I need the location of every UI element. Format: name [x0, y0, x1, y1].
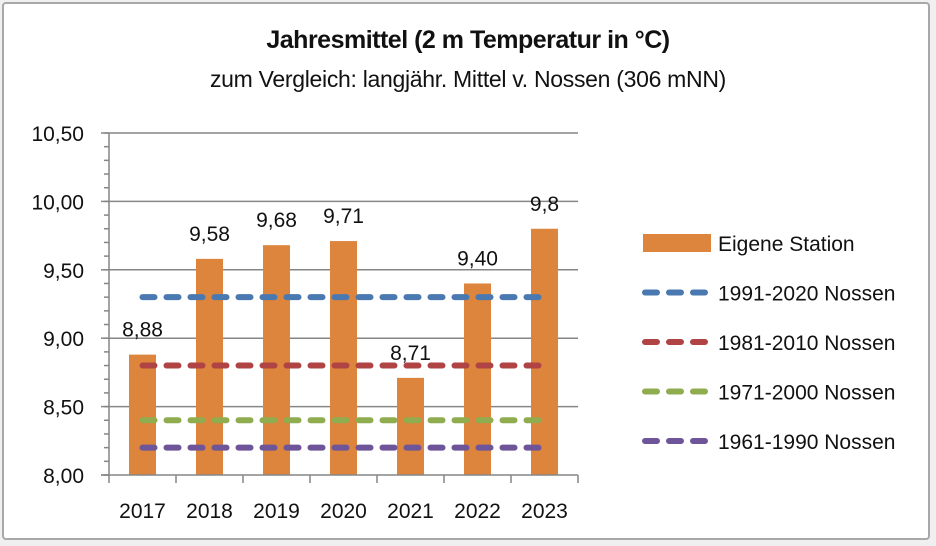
data-label: 9,58 — [189, 223, 230, 246]
legend-label: 1991-2020 Nossen — [718, 283, 895, 306]
legend-label: Eigene Station — [718, 233, 855, 256]
x-tick-label: 2020 — [320, 500, 367, 523]
y-tick-label: 9,50 — [43, 260, 84, 283]
data-label: 8,88 — [122, 319, 163, 342]
x-tick-label: 2017 — [119, 500, 166, 523]
bar-2022 — [464, 283, 491, 475]
x-tick-label: 2019 — [253, 500, 300, 523]
bar-2021 — [397, 377, 424, 475]
chart-title: Jahresmittel (2 m Temperatur in °C) — [266, 26, 670, 54]
legend-label: 1981-2010 Nossen — [718, 332, 895, 355]
data-label: 9,68 — [256, 209, 297, 232]
y-tick-label: 10,00 — [31, 191, 84, 214]
y-tick-label: 8,00 — [43, 465, 84, 488]
x-tick-label: 2022 — [454, 500, 501, 523]
y-tick-label: 8,50 — [43, 397, 84, 420]
y-tick-label: 9,00 — [43, 328, 84, 351]
data-label: 9,8 — [530, 193, 559, 216]
y-tick-label: 10,50 — [31, 123, 84, 146]
legend-label: 1971-2000 Nossen — [718, 382, 895, 405]
legend-swatch-bar — [643, 234, 711, 252]
x-tick-label: 2018 — [186, 500, 233, 523]
bar-2020 — [330, 241, 357, 475]
bar-2017 — [129, 354, 156, 475]
legend-label: 1961-1990 Nossen — [718, 431, 895, 454]
x-tick-label: 2021 — [387, 500, 434, 523]
chart-subtitle: zum Vergleich: langjähr. Mittel v. Nosse… — [209, 66, 727, 92]
x-tick-label: 2023 — [521, 500, 568, 523]
bar-2023 — [531, 228, 558, 475]
data-label: 9,40 — [457, 247, 498, 270]
bar-2019 — [263, 245, 290, 475]
data-label: 9,71 — [323, 205, 364, 228]
data-label: 8,71 — [390, 342, 431, 365]
